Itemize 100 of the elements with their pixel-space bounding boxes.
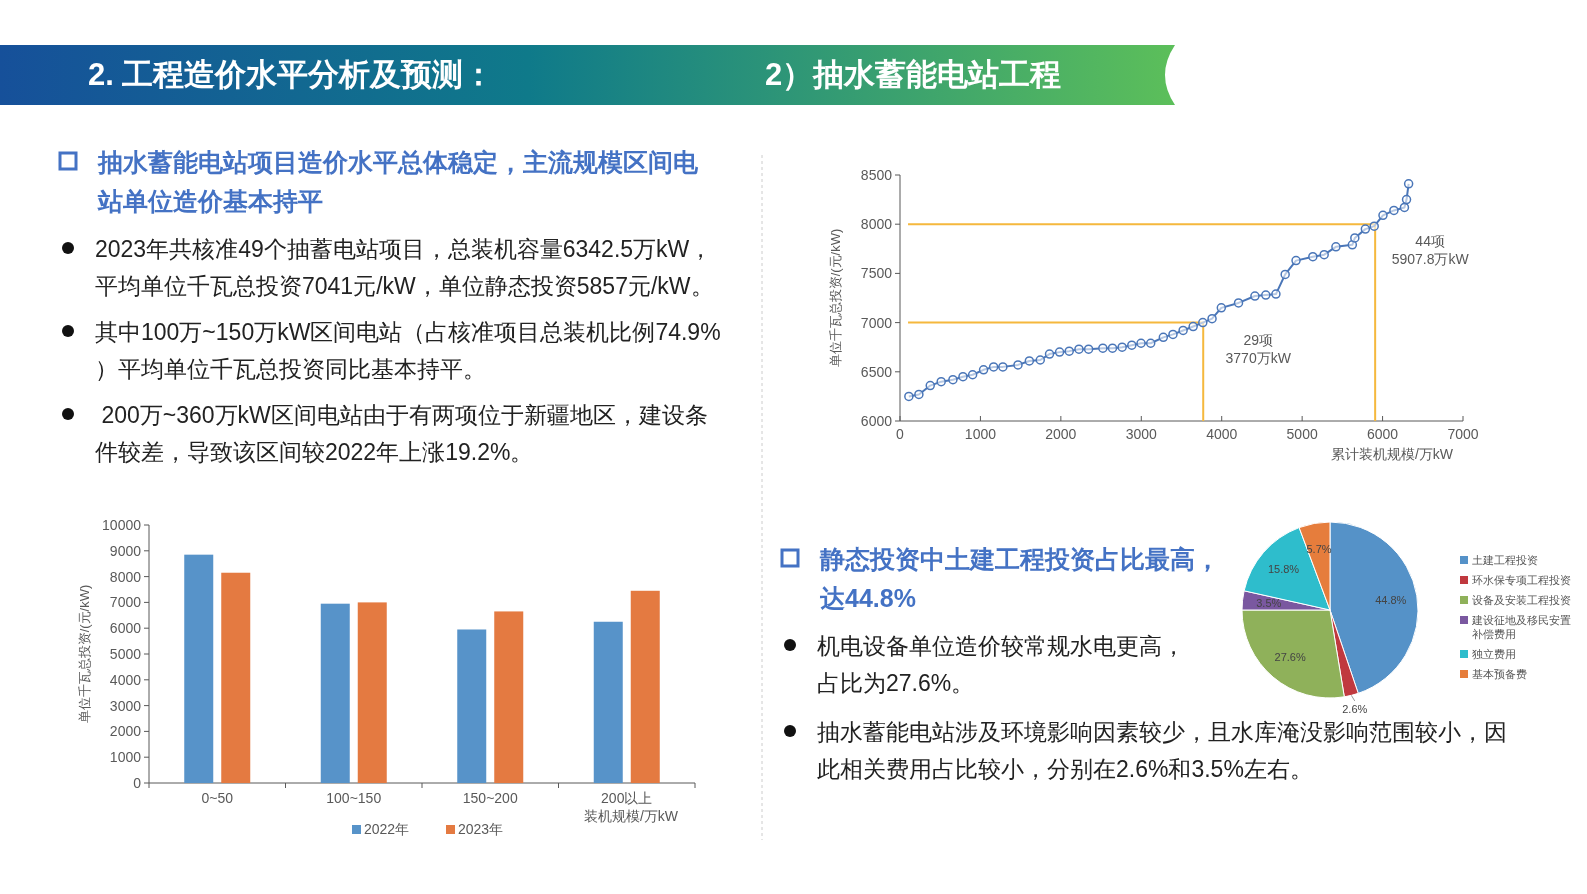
point: [1360, 224, 1371, 234]
y-tick-label: 7000: [109, 594, 142, 611]
point: [1013, 360, 1023, 370]
point: [967, 370, 978, 380]
point: [1250, 291, 1260, 301]
x-axis-title: 累计装机规模/万kW: [1330, 446, 1454, 462]
y-tick-label: 6000: [109, 620, 142, 637]
point: [1024, 356, 1035, 366]
y-tick-label: 0: [133, 774, 142, 791]
x-tick-label: 0~50: [201, 790, 234, 806]
legend-label: 环水保专项工程投资: [1472, 573, 1571, 586]
point: [1291, 255, 1301, 266]
y-axis-title: 单位千瓦总投资/(元/kW): [828, 228, 843, 368]
x-tick-label: 2000: [1045, 426, 1077, 442]
point: [1145, 338, 1156, 349]
bar: [184, 554, 214, 783]
text: 抽水蓄能电站项目造价水平总体稳定，主流规模区间电站单位造价基本持平: [97, 148, 699, 215]
text: 机电设备单位造价较常规水电更高，占比为27.6%。: [817, 633, 1185, 696]
x-tick-label: 3000: [1125, 426, 1158, 442]
data-label: 3.5%: [1256, 597, 1282, 610]
y-tick-label: 8500: [860, 166, 893, 183]
point: [1216, 303, 1227, 313]
point: [1127, 340, 1137, 350]
point: [1233, 298, 1244, 308]
text: 200万~360万kW区间电站由于有两项位于新疆地区，建设条件较差，导致该区间较2022年上涨19.2%。: [95, 402, 708, 465]
point: [1261, 290, 1271, 300]
x-tick-label: 100~150: [326, 790, 382, 806]
y-tick-label: 9000: [109, 542, 142, 559]
y-tick-label: 10000: [102, 516, 142, 533]
point: [1083, 344, 1094, 354]
point: [1271, 289, 1281, 299]
point: [936, 376, 946, 387]
x-axis-title: 装机规模/万kW: [583, 808, 679, 824]
point: [1369, 221, 1379, 231]
point: [1178, 325, 1188, 336]
point: [1158, 332, 1169, 343]
text: 2）抽水蓄能电站工程: [765, 57, 1062, 92]
point: [1280, 269, 1290, 280]
point: [1207, 313, 1217, 324]
point: [1098, 343, 1108, 353]
bar: [630, 590, 660, 783]
y-tick-label: 7000: [860, 314, 893, 331]
point: [1331, 242, 1341, 252]
bar: [494, 611, 524, 783]
y-tick-label: 7500: [860, 265, 893, 282]
point: [1378, 210, 1388, 221]
point: [1074, 344, 1084, 354]
point: [914, 389, 924, 400]
point: [1117, 342, 1127, 352]
y-tick-label: 8000: [860, 216, 893, 233]
x-tick-label: 6000: [1366, 426, 1399, 442]
legend-label: 土建工程投资: [1472, 553, 1538, 566]
data-label: 2.6%: [1342, 702, 1368, 715]
text: 其中100万~150万kW区间电站（占核准项目总装机比例74.9%）平均单位千瓦总投资同比基本持平。: [95, 319, 721, 382]
point: [1035, 355, 1046, 365]
annotation: 29项 3770万kW: [1225, 331, 1292, 366]
data-label: 44.8%: [1375, 593, 1407, 606]
bar: [457, 629, 487, 783]
y-tick-label: 4000: [109, 671, 142, 688]
legend-label: 独立费用: [1472, 647, 1516, 660]
point: [1350, 233, 1360, 243]
x-tick-label: 1000: [964, 426, 997, 442]
data-label: 27.6%: [1274, 650, 1306, 663]
x-tick-label: 200以上: [601, 790, 653, 806]
point: [1136, 338, 1146, 349]
y-tick-label: 6500: [860, 363, 893, 380]
text: 静态投资中土建工程投资占比最高，达44.8%: [819, 545, 1220, 612]
legend-label: 建设征地及移民安置补偿费用: [1471, 613, 1571, 640]
x-tick-label: 5000: [1286, 426, 1318, 442]
legend-label: 2022年: [364, 821, 410, 837]
point: [998, 362, 1008, 372]
text: 2. 工程造价水平分析及预测：: [88, 57, 495, 92]
text: 2023年共核准49个抽蓄电站项目，总装机容量6342.5万kW，平均单位千瓦总投资7041元/kW，单位静态投资5857元/kW。: [95, 236, 714, 299]
point: [1188, 321, 1198, 332]
point: [948, 374, 958, 385]
legend-label: 2023年: [458, 821, 504, 837]
y-tick-label: 3000: [109, 697, 142, 714]
point: [1107, 343, 1118, 353]
point: [1401, 194, 1412, 205]
point: [958, 371, 968, 382]
legend-label: 基本预备费: [1472, 667, 1527, 680]
legend-label: 设备及安装工程投资: [1472, 593, 1571, 606]
point: [1198, 317, 1208, 328]
point: [988, 362, 999, 372]
annotation: 44项 5907.8万kW: [1391, 233, 1470, 268]
bar: [320, 603, 350, 783]
point: [1054, 347, 1065, 357]
y-tick-label: 1000: [109, 749, 142, 766]
point: [925, 380, 935, 391]
point: [1168, 329, 1178, 340]
point: [1044, 349, 1055, 359]
y-tick-label: 8000: [109, 568, 142, 585]
point: [1403, 179, 1414, 189]
point: [904, 391, 914, 402]
point: [1064, 346, 1074, 356]
data-label: 15.8%: [1267, 563, 1300, 576]
x-tick-label: 0: [896, 426, 905, 442]
bar: [221, 572, 251, 783]
point: [1308, 251, 1318, 262]
point: [1399, 202, 1410, 213]
